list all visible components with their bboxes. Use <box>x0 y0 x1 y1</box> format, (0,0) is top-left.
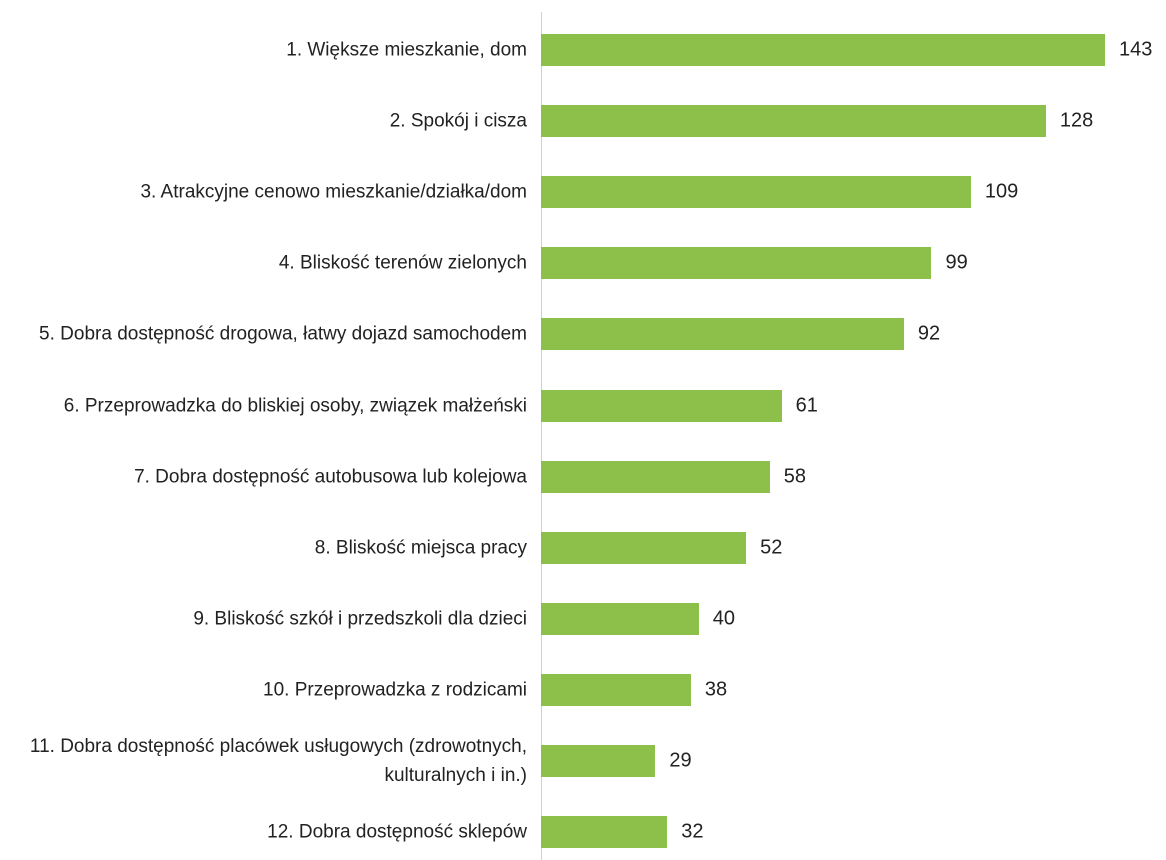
bar <box>541 105 1046 138</box>
bar <box>541 176 971 209</box>
bar <box>541 318 904 351</box>
value-label: 58 <box>783 465 806 488</box>
bar <box>541 34 1105 66</box>
bar <box>541 389 782 422</box>
value-label: 128 <box>1059 109 1094 132</box>
value-label: 29 <box>669 749 692 772</box>
value-label: 61 <box>795 394 818 416</box>
bar <box>541 247 932 280</box>
category-label: 10. Przeprowadzka z rodzicami <box>263 679 527 701</box>
value-label: 99 <box>945 251 968 274</box>
category-label: 9. Bliskość szkół i przedszkoli dla dzie… <box>193 608 527 630</box>
category-label: 12. Dobra dostępność sklepów <box>267 821 527 843</box>
value-label: 92 <box>917 322 941 345</box>
value-label: 38 <box>704 678 728 701</box>
bar <box>541 531 747 564</box>
value-label: 32 <box>681 820 704 843</box>
value-label: 109 <box>984 180 1019 203</box>
category-label: 11. Dobra dostępność placówek usługowych… <box>29 736 527 786</box>
category-label: 1. Większe mieszkanie, dom <box>286 39 527 61</box>
bar <box>541 602 699 635</box>
bar <box>541 460 770 493</box>
value-label: 40 <box>712 607 735 630</box>
category-label: 8. Bliskość miejsca pracy <box>314 537 527 559</box>
category-label: 7. Dobra dostępność autobusowa lub kolej… <box>134 466 527 488</box>
bar <box>541 673 691 706</box>
category-label: 4. Bliskość terenów zielonych <box>278 252 527 274</box>
bar <box>541 816 668 849</box>
bar <box>541 745 656 777</box>
category-label: 5. Dobra dostępność drogowa, łatwy dojaz… <box>39 323 527 345</box>
category-label: 6. Przeprowadzka do bliskiej osoby, zwią… <box>63 395 527 416</box>
axis-line <box>541 12 542 860</box>
category-label: 2. Spokój i cisza <box>389 110 527 132</box>
category-label: 3. Atrakcyjne cenowo mieszkanie/działka/… <box>140 181 527 203</box>
value-label: 143 <box>1119 38 1153 61</box>
value-label: 52 <box>760 536 783 559</box>
